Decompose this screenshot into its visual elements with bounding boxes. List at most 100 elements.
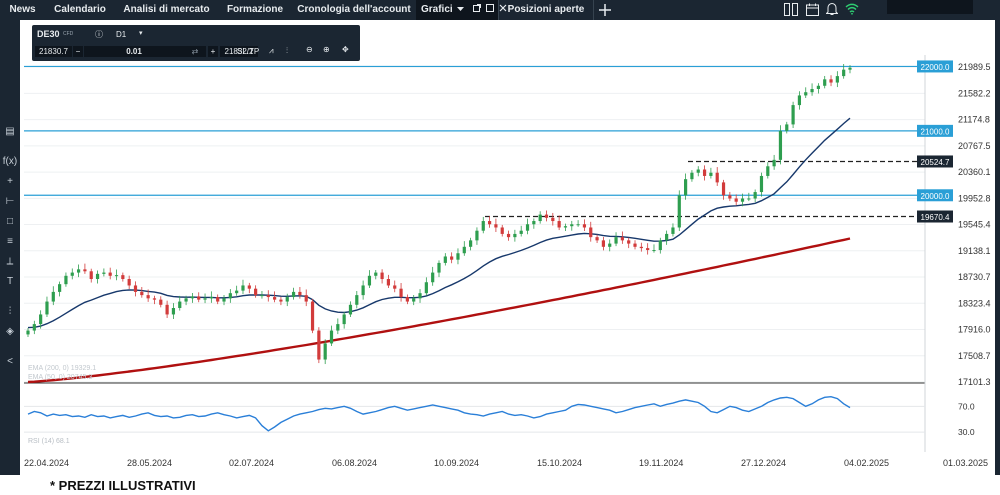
- candle-body: [235, 290, 239, 294]
- date-tick: 15.10.2024: [537, 458, 582, 468]
- dropdown-icon[interactable]: [457, 6, 465, 12]
- line-chart-icon[interactable]: ⩘: [269, 46, 274, 55]
- columns-icon[interactable]: [784, 3, 798, 16]
- timeframe-label[interactable]: D1: [116, 30, 127, 39]
- candle-body: [513, 233, 517, 238]
- tab-news[interactable]: News: [9, 4, 36, 15]
- popout-icon[interactable]: [473, 4, 482, 12]
- candle-body: [336, 324, 340, 331]
- bars-icon[interactable]: ⫶: [8, 306, 12, 317]
- trade-toolbar: DE30 CFD ⓘ D1 ▾ 21830.7 − 0.01 ⇄ + 21832…: [32, 25, 360, 61]
- candle-body: [273, 297, 277, 300]
- quantity-minus-button[interactable]: −: [73, 46, 83, 57]
- sltp-button[interactable]: SL/TP: [237, 47, 260, 56]
- candle-body: [639, 246, 643, 249]
- sell-price[interactable]: 21830.7: [35, 46, 72, 57]
- price-chart[interactable]: 22000.0 21000.0 20000.0 20524.7 19670.4 70.0…: [20, 20, 995, 475]
- date-tick: 28.05.2024: [127, 458, 172, 468]
- candle-body: [658, 240, 662, 251]
- swap-icon[interactable]: ⇄: [184, 46, 206, 57]
- candle-body: [728, 195, 732, 199]
- candle-body: [190, 296, 194, 299]
- fib-icon[interactable]: ≡: [7, 236, 13, 247]
- candle-body: [266, 295, 270, 298]
- crosshair-icon[interactable]: +: [7, 176, 13, 187]
- price-tick: 19952.8: [958, 193, 991, 203]
- level-label-bg: [917, 210, 953, 223]
- info-icon[interactable]: ⓘ: [95, 30, 103, 39]
- tab-analisi-di-mercato[interactable]: Analisi di mercato: [123, 4, 210, 15]
- add-tab-icon[interactable]: [598, 3, 612, 17]
- ema50-line: [27, 117, 851, 329]
- date-tick: 27.12.2024: [741, 458, 786, 468]
- candle-body: [216, 297, 220, 302]
- share-icon[interactable]: <: [7, 356, 13, 367]
- measure-icon[interactable]: ⟂: [6, 256, 14, 267]
- candle-body: [646, 248, 650, 251]
- candle-body: [380, 272, 384, 280]
- rectangle-icon[interactable]: □: [6, 216, 14, 227]
- candle-body: [721, 182, 726, 196]
- indicators-icon[interactable]: ⫶: [286, 46, 288, 55]
- candles: [26, 63, 852, 365]
- symbol-selector[interactable]: DE30 CFD ⓘ D1 ▾: [35, 28, 148, 41]
- tab-posizioni-aperte[interactable]: Posizioni aperte: [498, 0, 594, 20]
- calendar-icon[interactable]: [806, 3, 819, 16]
- candle-body: [89, 271, 93, 280]
- candle-body: [532, 221, 536, 225]
- buy-price[interactable]: 21832.2: [220, 46, 258, 57]
- quantity-plus-button[interactable]: +: [208, 46, 218, 57]
- quantity-input[interactable]: 0.01: [84, 46, 184, 57]
- level-label: 21000.0: [921, 127, 950, 136]
- tab-formazione[interactable]: Formazione: [226, 4, 284, 15]
- symbol-type: CFD: [63, 31, 74, 37]
- account-panel[interactable]: [887, 0, 973, 14]
- candle-body: [70, 272, 74, 276]
- tab-calendario[interactable]: Calendario: [54, 4, 106, 15]
- candle-body: [228, 293, 232, 299]
- tab-grafici[interactable]: Grafici: [416, 0, 507, 20]
- candle-body: [437, 262, 441, 273]
- rsi-tick: 70.0: [958, 401, 975, 411]
- close-icon[interactable]: [499, 4, 507, 12]
- date-tick: 02.07.2024: [229, 458, 274, 468]
- candle-body: [241, 285, 245, 291]
- candle-body: [329, 330, 334, 344]
- candle-body: [95, 273, 100, 280]
- candle-body: [127, 279, 131, 286]
- horizontal-lines: 22000.0 21000.0 20000.0 20524.7 19670.4: [24, 60, 953, 223]
- maximize-icon[interactable]: [486, 4, 495, 12]
- bell-icon[interactable]: [826, 2, 838, 16]
- candle-body: [165, 304, 169, 315]
- chevron-down-icon[interactable]: ▾: [139, 30, 143, 37]
- right-edge-bar: [995, 20, 1000, 475]
- ema200-line: [27, 237, 851, 384]
- candle-body: [506, 233, 511, 238]
- candle-body: [443, 256, 447, 263]
- function-icon[interactable]: f(x): [2, 156, 18, 167]
- line-icon[interactable]: ⊢: [5, 196, 15, 207]
- price-tick: 18323.4: [958, 298, 991, 308]
- candle-body: [424, 282, 428, 294]
- candle-body: [58, 284, 62, 292]
- candle-body: [310, 301, 315, 331]
- tab-cronologia-account[interactable]: Cronologia dell'account: [297, 4, 411, 15]
- price-tick: 21174.8: [958, 115, 990, 125]
- move-icon[interactable]: ✥: [342, 45, 349, 54]
- layers-icon[interactable]: ◈: [6, 326, 14, 337]
- candle-body: [715, 172, 719, 183]
- candle-body: [772, 159, 776, 167]
- candle-body: [367, 275, 372, 286]
- indicator-label: EMA (50, 0) 20745.3: [28, 374, 92, 381]
- rsi-legend: RSI (14) 68.1: [28, 438, 70, 445]
- candle-body: [133, 285, 138, 292]
- zoom-in-icon[interactable]: ⊕: [323, 45, 330, 54]
- zoom-out-icon[interactable]: ⊖: [306, 45, 313, 54]
- candle-body: [677, 195, 681, 228]
- candle-body: [551, 217, 555, 222]
- text-icon[interactable]: T: [6, 276, 14, 287]
- price-tick: 19545.4: [958, 220, 991, 230]
- chart-grid: [24, 55, 926, 452]
- date-tick: 22.04.2024: [24, 458, 69, 468]
- panel-icon[interactable]: ▤: [5, 126, 15, 137]
